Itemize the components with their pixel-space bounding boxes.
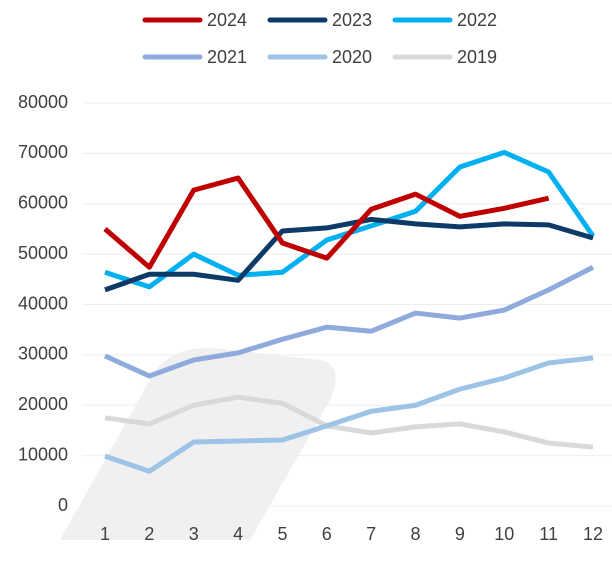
y-tick-label: 20000 bbox=[18, 394, 68, 414]
x-tick-label: 7 bbox=[366, 524, 376, 544]
x-tick-label: 5 bbox=[277, 524, 287, 544]
y-tick-label: 30000 bbox=[18, 344, 68, 364]
y-tick-label: 70000 bbox=[18, 142, 68, 162]
x-tick-label: 12 bbox=[583, 524, 603, 544]
legend-label: 2020 bbox=[332, 47, 372, 67]
y-tick-label: 50000 bbox=[18, 243, 68, 263]
x-tick-label: 1 bbox=[100, 524, 110, 544]
series-line bbox=[103, 264, 595, 379]
legend-label: 2022 bbox=[457, 10, 497, 30]
x-tick-label: 10 bbox=[494, 524, 514, 544]
y-tick-label: 0 bbox=[58, 495, 68, 515]
series-line bbox=[103, 175, 550, 270]
legend-label: 2023 bbox=[332, 10, 372, 30]
x-tick-label: 2 bbox=[144, 524, 154, 544]
x-tick-label: 11 bbox=[539, 524, 558, 544]
series-line bbox=[104, 355, 594, 474]
series-line bbox=[104, 216, 594, 293]
x-tick-label: 9 bbox=[455, 524, 465, 544]
x-tick-label: 4 bbox=[233, 524, 243, 544]
y-tick-label: 60000 bbox=[18, 193, 68, 213]
legend-label: 2019 bbox=[457, 47, 497, 67]
x-tick-label: 6 bbox=[322, 524, 332, 544]
x-tick-label: 3 bbox=[189, 524, 199, 544]
y-tick-label: 80000 bbox=[18, 92, 68, 112]
series-line bbox=[104, 394, 594, 450]
legend-label: 2024 bbox=[207, 10, 247, 30]
y-tick-label: 10000 bbox=[18, 444, 68, 464]
legend-label: 2021 bbox=[207, 47, 247, 67]
x-tick-label: 8 bbox=[411, 524, 421, 544]
y-tick-label: 40000 bbox=[18, 293, 68, 313]
